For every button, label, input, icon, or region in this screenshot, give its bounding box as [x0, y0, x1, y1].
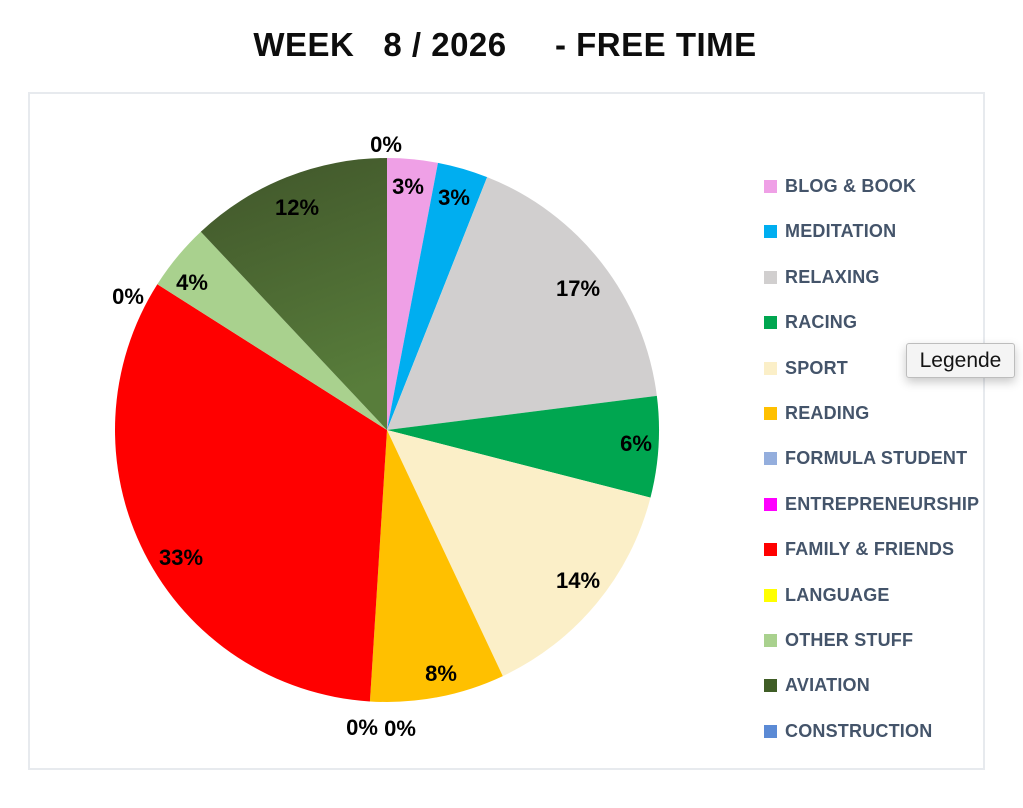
legend-swatch — [764, 407, 777, 421]
legend-swatch — [764, 225, 777, 239]
pie-label-sport: 14% — [556, 568, 600, 593]
legend-label: READING — [785, 403, 870, 424]
legend: BLOG & BOOK MEDITATION RELAXING RACING SPORT… — [764, 176, 994, 742]
legend-item-family-friends[interactable]: FAMILY & FRIENDS — [764, 539, 994, 560]
pie-label-meditation: 3% — [438, 185, 470, 210]
pie-label-formula-student: 0% — [346, 715, 378, 740]
pie-label-reading: 8% — [425, 661, 457, 686]
legend-label: CONSTRUCTION — [785, 720, 933, 741]
legend-swatch — [764, 180, 777, 193]
legend-swatch — [764, 270, 777, 284]
legend-label: AVIATION — [785, 675, 870, 696]
legend-swatch — [764, 588, 777, 602]
pie-slice-reading[interactable] — [369, 430, 503, 702]
pie-slice-other-stuff[interactable] — [157, 231, 387, 430]
pie-label-language: 0% — [112, 284, 144, 309]
pie-label-entrepreneurship: 0% — [384, 716, 416, 741]
legend-item-aviation[interactable]: AVIATION — [764, 675, 994, 696]
legend-swatch — [764, 634, 777, 648]
pie-slice-meditation[interactable] — [387, 162, 488, 430]
legend-item-sport[interactable]: SPORT — [764, 358, 994, 379]
legend-item-relaxing[interactable]: RELAXING — [764, 267, 994, 288]
legend-swatch — [764, 452, 777, 466]
legend-label: RELAXING — [785, 266, 880, 287]
legend-label: RACING — [785, 312, 858, 333]
legend-item-blog-book[interactable]: BLOG & BOOK — [764, 176, 994, 197]
legend-item-language[interactable]: LANGUAGE — [764, 585, 994, 606]
pie-label-other-stuff: 4% — [176, 270, 208, 295]
legend-label: FAMILY & FRIENDS — [785, 539, 955, 560]
legend-label: OTHER STUFF — [785, 630, 914, 651]
legend-swatch — [764, 724, 777, 738]
pie-label-construction: 0% — [370, 132, 402, 157]
legend-item-reading[interactable]: READING — [764, 403, 994, 424]
legend-label: SPORT — [785, 357, 849, 378]
pie-slice-relaxing[interactable] — [387, 177, 657, 430]
legend-swatch — [764, 497, 777, 511]
pie-slice-family-friends[interactable] — [114, 284, 388, 702]
pie-label-racing: 6% — [620, 431, 652, 456]
legend-swatch — [764, 543, 777, 557]
pie-slice-aviation[interactable] — [200, 158, 387, 430]
legend-swatch — [764, 316, 777, 330]
legend-label: FORMULA STUDENT — [785, 448, 968, 469]
legend-item-construction[interactable]: CONSTRUCTION — [764, 721, 994, 742]
pie-slice-blog-book[interactable] — [387, 158, 438, 430]
legend-label: ENTREPRENEURSHIP — [785, 493, 980, 514]
chart-title: WEEK 8 / 2026 - FREE TIME — [253, 26, 757, 63]
legend-label: BLOG & BOOK — [785, 176, 917, 196]
pie-label-family-friends: 33% — [159, 545, 203, 570]
legend-swatch — [764, 361, 777, 375]
pie-slice-racing[interactable] — [387, 395, 659, 498]
legend-item-racing[interactable]: RACING — [764, 312, 994, 333]
legend-swatch — [764, 679, 777, 693]
legend-tooltip: Legende — [906, 343, 1015, 378]
pie-label-aviation: 12% — [275, 195, 319, 220]
legend-item-entrepreneurship[interactable]: ENTREPRENEURSHIP — [764, 494, 994, 515]
pie-label-relaxing: 17% — [556, 276, 600, 301]
legend-item-meditation[interactable]: MEDITATION — [764, 221, 994, 242]
legend-item-formula-student[interactable]: FORMULA STUDENT — [764, 448, 994, 469]
pie-label-blog-book: 3% — [392, 174, 424, 199]
legend-label: MEDITATION — [785, 221, 897, 242]
legend-item-other-stuff[interactable]: OTHER STUFF — [764, 630, 994, 651]
legend-label: LANGUAGE — [785, 584, 890, 605]
pie-slice-sport[interactable] — [387, 430, 651, 677]
